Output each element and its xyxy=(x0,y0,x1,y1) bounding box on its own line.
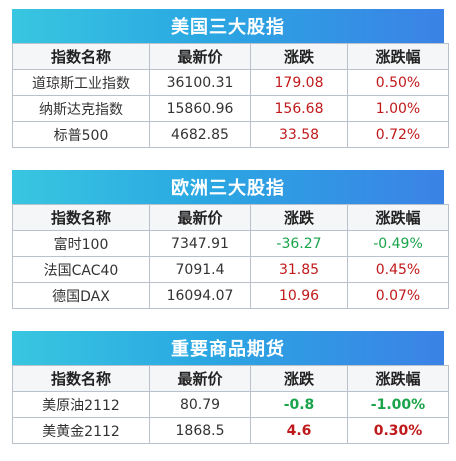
row-price: 16094.07 xyxy=(149,282,251,309)
row-price: 7347.91 xyxy=(149,230,251,257)
row-change: -36.27 xyxy=(250,230,348,257)
header-name: 指数名称 xyxy=(12,43,150,70)
row-pct: 1.00% xyxy=(347,95,449,122)
commodities-panel: 重要商品期货 指数名称 最新价 涨跌 涨跌幅 美原油2112 80.79 -0.… xyxy=(12,331,449,444)
row-price: 15860.96 xyxy=(149,95,251,122)
header-change: 涨跌 xyxy=(250,204,348,231)
row-change: 31.85 xyxy=(250,256,348,283)
header-name: 指数名称 xyxy=(12,204,150,231)
eu-indices-table: 指数名称 最新价 涨跌 涨跌幅 富时100 7347.91 -36.27 -0.… xyxy=(12,204,449,309)
row-price: 36100.31 xyxy=(149,69,251,96)
header-price: 最新价 xyxy=(149,365,251,392)
table-row: 德国DAX 16094.07 10.96 0.07% xyxy=(12,282,449,309)
header-change: 涨跌 xyxy=(250,365,348,392)
header-change: 涨跌 xyxy=(250,43,348,70)
panel-title: 重要商品期货 xyxy=(12,331,444,365)
header-price: 最新价 xyxy=(149,204,251,231)
header-pct: 涨跌幅 xyxy=(347,204,449,231)
header-name: 指数名称 xyxy=(12,365,150,392)
table-row: 纳斯达克指数 15860.96 156.68 1.00% xyxy=(12,95,449,122)
row-name: 美原油2112 xyxy=(12,391,150,418)
row-pct: 0.50% xyxy=(347,69,449,96)
commodities-table: 指数名称 最新价 涨跌 涨跌幅 美原油2112 80.79 -0.8 -1.00… xyxy=(12,365,449,444)
row-pct: -0.49% xyxy=(347,230,449,257)
header-price: 最新价 xyxy=(149,43,251,70)
row-name: 法国CAC40 xyxy=(12,256,150,283)
panel-title: 欧洲三大股指 xyxy=(12,170,444,204)
row-price: 1868.5 xyxy=(149,417,251,444)
table-row: 富时100 7347.91 -36.27 -0.49% xyxy=(12,230,449,257)
row-change: 4.6 xyxy=(250,417,348,444)
row-name: 标普500 xyxy=(12,121,150,148)
table-row: 道琼斯工业指数 36100.31 179.08 0.50% xyxy=(12,69,449,96)
table-header-row: 指数名称 最新价 涨跌 涨跌幅 xyxy=(12,43,449,70)
table-header-row: 指数名称 最新价 涨跌 涨跌幅 xyxy=(12,204,449,231)
eu-indices-panel: 欧洲三大股指 指数名称 最新价 涨跌 涨跌幅 富时100 7347.91 -36… xyxy=(12,170,449,309)
row-change: -0.8 xyxy=(250,391,348,418)
row-change: 10.96 xyxy=(250,282,348,309)
row-change: 179.08 xyxy=(250,69,348,96)
row-pct: -1.00% xyxy=(347,391,449,418)
table-row: 美原油2112 80.79 -0.8 -1.00% xyxy=(12,391,449,418)
panel-title: 美国三大股指 xyxy=(12,9,444,43)
row-pct: 0.72% xyxy=(347,121,449,148)
row-price: 4682.85 xyxy=(149,121,251,148)
row-pct: 0.30% xyxy=(347,417,449,444)
row-change: 33.58 xyxy=(250,121,348,148)
row-change: 156.68 xyxy=(250,95,348,122)
us-indices-panel: 美国三大股指 指数名称 最新价 涨跌 涨跌幅 道琼斯工业指数 36100.31 … xyxy=(12,9,449,148)
table-row: 美黄金2112 1868.5 4.6 0.30% xyxy=(12,417,449,444)
table-row: 法国CAC40 7091.4 31.85 0.45% xyxy=(12,256,449,283)
row-name: 德国DAX xyxy=(12,282,150,309)
table-header-row: 指数名称 最新价 涨跌 涨跌幅 xyxy=(12,365,449,392)
row-name: 富时100 xyxy=(12,230,150,257)
header-pct: 涨跌幅 xyxy=(347,43,449,70)
header-pct: 涨跌幅 xyxy=(347,365,449,392)
row-name: 道琼斯工业指数 xyxy=(12,69,150,96)
row-name: 美黄金2112 xyxy=(12,417,150,444)
us-indices-table: 指数名称 最新价 涨跌 涨跌幅 道琼斯工业指数 36100.31 179.08 … xyxy=(12,43,449,148)
table-row: 标普500 4682.85 33.58 0.72% xyxy=(12,121,449,148)
row-price: 80.79 xyxy=(149,391,251,418)
row-pct: 0.45% xyxy=(347,256,449,283)
row-pct: 0.07% xyxy=(347,282,449,309)
row-price: 7091.4 xyxy=(149,256,251,283)
row-name: 纳斯达克指数 xyxy=(12,95,150,122)
